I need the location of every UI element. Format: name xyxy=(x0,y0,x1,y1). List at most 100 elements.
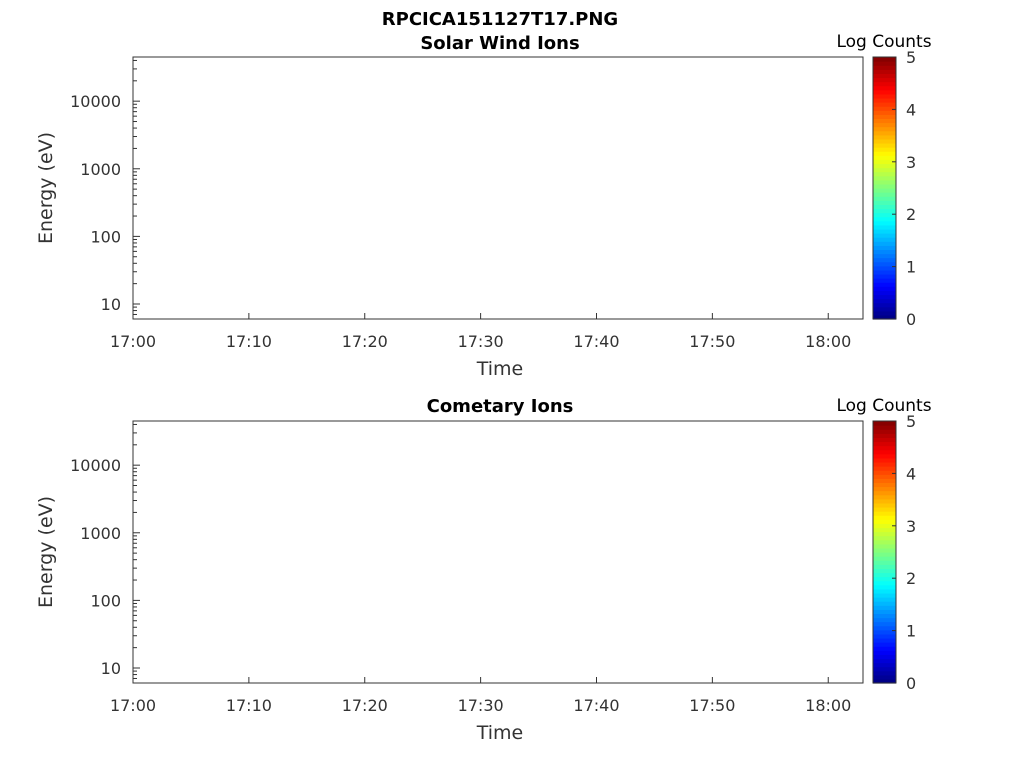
colorbar-segment xyxy=(873,511,896,516)
colorbar-segment xyxy=(873,523,896,529)
y-tick-label: 1000 xyxy=(80,160,121,179)
colorbar-segment xyxy=(873,576,896,582)
solar-wind-panel: Solar Wind Ions 17:00 17:10 17:20 17:30 17:4… xyxy=(35,32,932,380)
cometary-y-label: Energy (eV) xyxy=(35,496,57,608)
colorbar-segment xyxy=(873,208,896,214)
colorbar-segment xyxy=(873,457,896,463)
colorbar-segment xyxy=(873,502,896,508)
colorbar-segment xyxy=(873,61,896,66)
colorbar-segment xyxy=(873,183,896,189)
colorbar-segment xyxy=(873,298,896,304)
colorbar-segment xyxy=(873,114,896,119)
colorbar-segment xyxy=(873,286,896,291)
colorbar-segment xyxy=(873,527,896,533)
colorbar-tick-label: 0 xyxy=(906,674,916,693)
colorbar-segment xyxy=(873,654,896,660)
colorbar-segment xyxy=(873,584,896,590)
colorbar-segment xyxy=(873,130,896,136)
x-tick-label: 17:40 xyxy=(573,332,619,351)
colorbar-segment xyxy=(873,425,896,430)
colorbar-tick-label: 1 xyxy=(906,622,916,641)
colorbar-tick-label: 5 xyxy=(906,412,916,431)
colorbar-segment xyxy=(873,306,896,312)
colorbar-segment xyxy=(873,142,896,148)
cometary-colorbar-label: Log Counts xyxy=(836,396,931,416)
solar-wind-colorbar: 0 1 2 3 4 5 xyxy=(872,48,916,329)
colorbar-segment xyxy=(873,97,896,103)
colorbar-segment xyxy=(873,188,896,193)
colorbar-segment xyxy=(873,617,896,623)
colorbar-segment xyxy=(873,498,896,504)
cometary-panel: Cometary Ions 17:00 17:10 17:20 17:30 17:40 1… xyxy=(35,396,932,744)
y-tick-label: 10 xyxy=(101,659,121,678)
y-tick-label: 1000 xyxy=(80,524,121,543)
colorbar-segment xyxy=(873,601,896,606)
colorbar-segment xyxy=(873,237,896,242)
colorbar-segment xyxy=(873,212,896,218)
colorbar-segment xyxy=(873,200,896,205)
colorbar-segment xyxy=(873,257,896,263)
colorbar-tick-label: 4 xyxy=(906,464,916,483)
solar-wind-y-label: Energy (eV) xyxy=(35,132,57,244)
colorbar-segment xyxy=(873,110,896,115)
colorbar-segment xyxy=(873,441,896,447)
colorbar-segment xyxy=(873,134,896,140)
x-tick-label: 17:10 xyxy=(226,696,272,715)
panel-title-solar-wind: Solar Wind Ions xyxy=(420,33,579,54)
colorbar-segment xyxy=(873,138,896,144)
colorbar-segment xyxy=(873,445,896,451)
x-tick-label: 18:00 xyxy=(805,696,851,715)
colorbar-tick-label: 4 xyxy=(906,100,916,119)
x-tick-label: 17:20 xyxy=(342,332,388,351)
colorbar-segment xyxy=(873,126,896,132)
colorbar-frame xyxy=(872,56,897,320)
colorbar-tick-label: 2 xyxy=(906,205,916,224)
colorbar-segment xyxy=(873,310,896,316)
colorbar-segment xyxy=(873,449,896,455)
colorbar-segment xyxy=(873,65,896,70)
colorbar-segment xyxy=(873,69,896,74)
solar-wind-y-axis: 10 100 1000 10000 xyxy=(70,59,140,320)
colorbar-tick-label: 5 xyxy=(906,48,916,67)
colorbar-segment xyxy=(873,629,896,635)
colorbar-segment xyxy=(873,73,896,79)
x-tick-label: 17:30 xyxy=(458,696,504,715)
colorbar-segment xyxy=(873,233,896,238)
colorbar-segment xyxy=(873,171,896,177)
colorbar-segment xyxy=(873,572,896,578)
colorbar-segment xyxy=(873,560,896,565)
y-tick-label: 10 xyxy=(101,295,121,314)
colorbar-segment xyxy=(873,621,896,627)
x-tick-label: 17:50 xyxy=(689,332,735,351)
colorbar-segment xyxy=(873,224,896,230)
colorbar-segment xyxy=(873,474,896,479)
colorbar-segment xyxy=(873,155,896,160)
colorbar-segment xyxy=(873,564,896,569)
colorbar-segment xyxy=(873,556,896,561)
colorbar-segment xyxy=(873,470,896,475)
colorbar-segment xyxy=(873,175,896,181)
colorbar-segment xyxy=(873,519,896,524)
colorbar-segment xyxy=(873,249,896,255)
colorbar-segment xyxy=(873,294,896,300)
cometary-plot-frame xyxy=(132,420,864,684)
colorbar-segment xyxy=(873,547,896,553)
colorbar-segment xyxy=(873,461,896,467)
cometary-y-axis: 10 100 1000 10000 xyxy=(70,423,140,684)
colorbar-segment xyxy=(873,102,896,107)
colorbar-segment xyxy=(873,85,896,91)
solar-wind-x-label: Time xyxy=(476,358,524,380)
colorbar-segment xyxy=(873,437,896,443)
colorbar-segment xyxy=(873,605,896,610)
colorbar-segment xyxy=(873,192,896,197)
colorbar-segment xyxy=(873,147,896,152)
colorbar-segment xyxy=(873,167,896,173)
colorbar-segment xyxy=(873,625,896,631)
colorbar-segment xyxy=(873,429,896,434)
colorbar-segment xyxy=(873,515,896,520)
colorbar-segment xyxy=(873,269,896,275)
colorbar-segment xyxy=(873,302,896,308)
colorbar-segment xyxy=(873,494,896,500)
colorbar-segment xyxy=(873,228,896,234)
colorbar-segment xyxy=(873,568,896,574)
